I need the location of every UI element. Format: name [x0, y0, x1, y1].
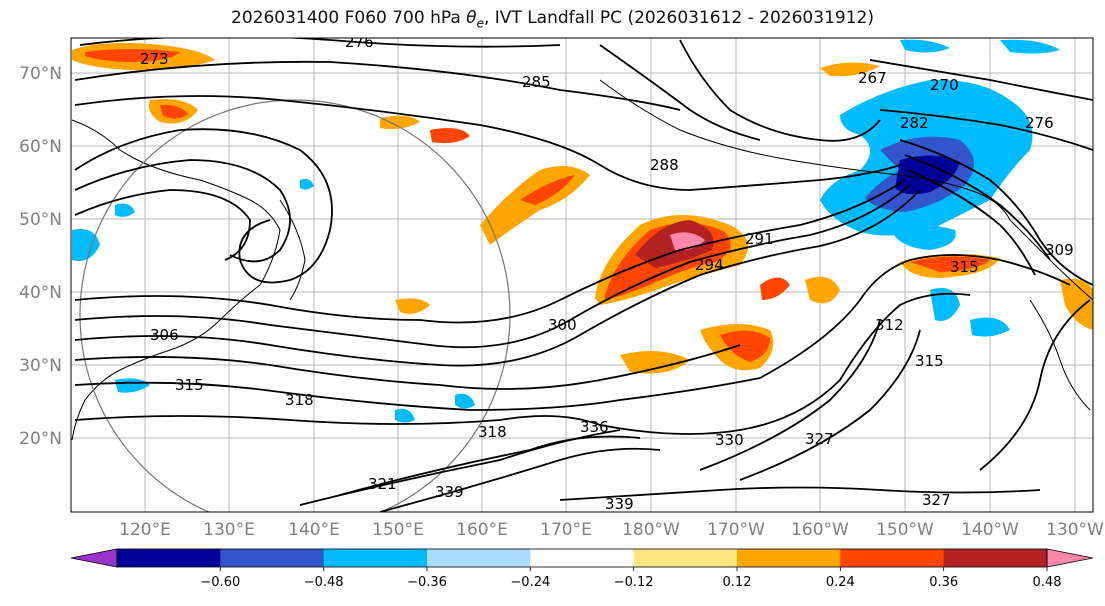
lon-label: 170°E: [540, 520, 592, 540]
map-panel: 273 276 285 267 270 282 276 288 291 294 …: [71, 33, 1093, 513]
contour-label: 294: [695, 256, 724, 274]
contour-label: 339: [435, 483, 464, 501]
lon-label: 170°W: [707, 520, 765, 540]
plot-title: 2026031400 F060 700 hPa θe, IVT Landfall…: [231, 8, 874, 31]
longitude-labels: 120°E 130°E 140°E 150°E 160°E 170°E 180°…: [119, 520, 1104, 540]
contour-label: 285: [522, 73, 551, 91]
lon-label: 160°W: [791, 520, 849, 540]
contour-label: 276: [1025, 114, 1054, 132]
colorbar-tick-label: −0.48: [304, 575, 344, 590]
lat-label: 60°N: [19, 137, 62, 157]
colorbar-tick-label: −0.36: [407, 575, 447, 590]
radius-circle: [79, 99, 511, 512]
lat-label: 20°N: [19, 429, 62, 449]
colorbar-segment: [323, 549, 428, 567]
colorbar-extend-low: [70, 548, 118, 568]
contour-label: 336: [580, 418, 609, 436]
contour-labels: 273 276 285 267 270 282 276 288 291 294 …: [140, 33, 1074, 513]
theta-e-contours: [74, 38, 1093, 512]
contour-label: 300: [548, 316, 577, 334]
colorbar-segment: [530, 549, 635, 567]
lon-label: 130°E: [203, 520, 255, 540]
contour-label: 321: [368, 475, 397, 493]
colorbar: −0.60 −0.48 −0.36 −0.24 −0.12 0.12 0.24 0.36 0.4…: [70, 548, 1094, 590]
contour-label: 327: [805, 430, 834, 448]
colorbar-segment: [840, 549, 945, 567]
colorbar-tick-label: 0.24: [826, 575, 855, 590]
contour-label: 327: [922, 491, 951, 509]
colorbar-frame: [116, 548, 1048, 568]
contour-label: 318: [478, 423, 507, 441]
contour-label: 306: [150, 326, 179, 344]
contour-label: 270: [930, 76, 959, 94]
lat-label: 70°N: [19, 64, 62, 84]
lon-label: 140°W: [961, 520, 1019, 540]
latitude-labels: 70°N 60°N 50°N 40°N 30°N 20°N: [19, 64, 62, 449]
lat-label: 40°N: [19, 283, 62, 303]
colorbar-tick-label: 0.48: [1033, 575, 1062, 590]
lat-label: 30°N: [19, 356, 62, 376]
contour-label: 339: [605, 495, 634, 513]
contour-label: 312: [875, 316, 904, 334]
colorbar-segment: [633, 549, 738, 567]
contour-label: 276: [345, 33, 374, 51]
coastlines: [71, 79, 1093, 441]
colorbar-tick-label: −0.12: [614, 575, 654, 590]
contour-label: 291: [745, 230, 774, 248]
colorbar-segment: [737, 549, 841, 567]
lon-label: 160°E: [456, 520, 508, 540]
colorbar-tick-label: 0.36: [929, 575, 958, 590]
lon-label: 180°W: [622, 520, 680, 540]
contour-label: 288: [650, 156, 679, 174]
colorbar-segment: [427, 549, 531, 567]
lon-label: 150°E: [372, 520, 424, 540]
colorbar-tick-label: 0.12: [723, 575, 752, 590]
contour-label: 330: [715, 431, 744, 449]
colorbar-segment: [943, 549, 1048, 567]
colorbar-tick-label: −0.60: [200, 575, 240, 590]
colorbar-extend-high: [1046, 548, 1094, 568]
colorbar-tick-label: −0.24: [510, 575, 550, 590]
contour-label: 309: [1045, 241, 1074, 259]
contour-label: 267: [858, 69, 887, 87]
contour-label: 315: [175, 376, 204, 394]
colorbar-segment: [220, 549, 325, 567]
contour-label: 315: [950, 258, 979, 276]
map-frame: [70, 37, 1094, 513]
contour-label: 282: [900, 114, 929, 132]
lon-label: 150°W: [876, 520, 934, 540]
lat-label: 50°N: [19, 210, 62, 230]
lon-label: 140°E: [288, 520, 340, 540]
contour-label: 318: [285, 391, 314, 409]
lon-label: 120°E: [119, 520, 171, 540]
contour-label: 273: [140, 50, 169, 68]
lon-label: 130°W: [1046, 520, 1104, 540]
contour-label: 315: [915, 352, 944, 370]
colorbar-segment: [117, 549, 221, 567]
